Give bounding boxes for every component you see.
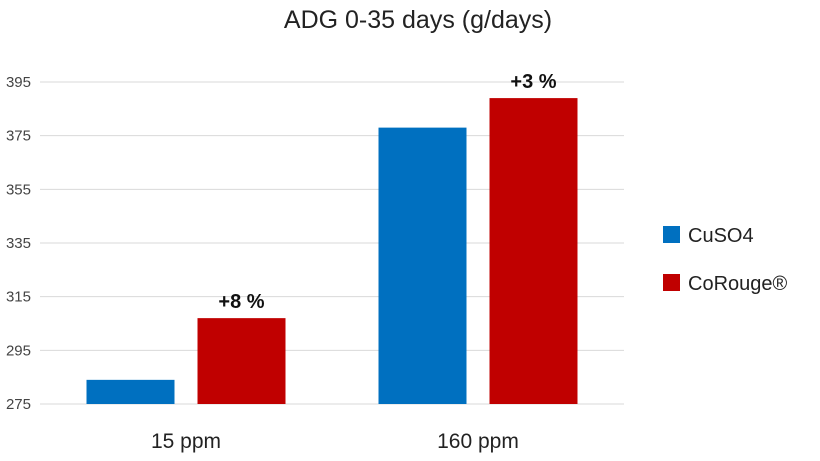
legend-label: CuSO4 [688, 225, 754, 247]
bars [86, 98, 578, 404]
x-category-label: 15 ppm [151, 430, 221, 453]
bar [86, 379, 175, 404]
legend-swatch [663, 274, 680, 291]
legend-label: CoRouge® [688, 273, 788, 295]
y-tick-label: 335 [6, 235, 31, 252]
legend: CuSO4 CoRouge® [663, 225, 788, 295]
gridlines [40, 81, 624, 405]
chart-title: ADG 0-35 days (g/days) [284, 6, 552, 34]
x-axis-categories: 15 ppm 160 ppm [151, 430, 519, 453]
legend-swatch [663, 226, 680, 243]
y-tick-label: 355 [6, 181, 31, 198]
bar [489, 98, 578, 404]
x-category-label: 160 ppm [437, 430, 519, 453]
bar [378, 127, 467, 404]
y-tick-label: 315 [6, 289, 31, 306]
y-axis-ticks: 275 295 315 335 355 375 395 [6, 74, 31, 413]
y-tick-label: 395 [6, 74, 31, 91]
y-tick-label: 295 [6, 342, 31, 359]
y-tick-label: 275 [6, 396, 31, 413]
data-label: +3 % [510, 71, 556, 93]
data-labels: +8 % +3 % [218, 71, 556, 313]
bar [197, 318, 286, 404]
y-tick-label: 375 [6, 128, 31, 145]
data-label: +8 % [218, 291, 264, 313]
